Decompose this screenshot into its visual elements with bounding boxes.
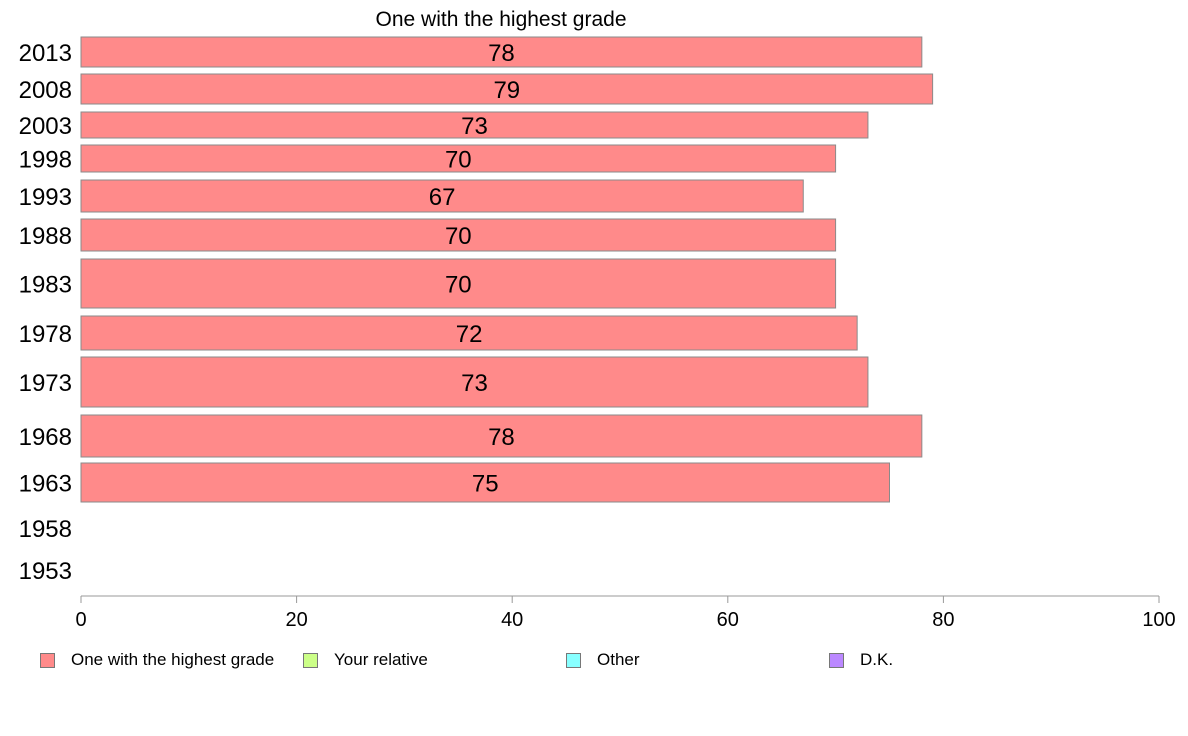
bar	[80, 111, 869, 139]
legend-item-3: Other	[566, 648, 640, 672]
bar-value-label: 72	[456, 321, 483, 348]
legend-label-1: One with the highest grade	[71, 650, 275, 669]
y-tick-label: 1963	[19, 471, 72, 498]
legend-label-3: Other	[597, 650, 640, 669]
bar-value-label: 70	[445, 147, 472, 174]
legend-label-2: Your relative	[334, 650, 428, 669]
bar	[80, 356, 869, 408]
y-tick-label: 2008	[19, 77, 72, 104]
legend-swatch-3	[566, 652, 581, 668]
bar	[80, 258, 837, 309]
bar-value-label: 79	[493, 77, 520, 104]
legend-item-2: Your relative	[303, 648, 428, 672]
legend-label-4: D.K.	[860, 650, 894, 669]
legend-item-4: D.K.	[829, 648, 893, 672]
y-tick-label: 2013	[19, 40, 72, 67]
y-tick-label: 1988	[19, 223, 72, 250]
bar	[80, 73, 934, 105]
bar-value-label: 78	[488, 424, 515, 451]
bar-value-label: 73	[461, 113, 488, 140]
y-tick-label: 1983	[19, 272, 72, 299]
bar-value-label: 70	[445, 223, 472, 250]
x-tick-label: 80	[932, 609, 954, 631]
x-tick-label: 0	[75, 609, 86, 631]
bar-value-label: 75	[472, 471, 499, 498]
y-tick-label: 1993	[19, 184, 72, 211]
x-tick-label: 40	[501, 609, 523, 631]
legend-swatch-4	[829, 652, 844, 668]
legend-swatch-1	[40, 652, 55, 668]
legend-item-1: One with the highest grade	[40, 648, 274, 672]
y-tick-label: 1968	[19, 424, 72, 451]
y-tick-label: 1978	[19, 321, 72, 348]
legend: One with the highest grade Your relative…	[0, 648, 1188, 672]
y-tick-label: 1998	[19, 147, 72, 174]
bar	[80, 218, 837, 252]
x-tick-label: 20	[285, 609, 307, 631]
y-tick-label: 1958	[19, 516, 72, 543]
bar-value-label: 67	[429, 184, 456, 211]
bar-value-label: 78	[488, 40, 515, 67]
y-tick-label: 1973	[19, 370, 72, 397]
bar	[80, 414, 923, 458]
legend-swatch-2	[303, 652, 318, 668]
bar	[80, 315, 858, 351]
y-tick-label: 2003	[19, 113, 72, 140]
bar-value-label: 73	[461, 370, 488, 397]
x-tick-label: 100	[1142, 609, 1175, 631]
bar	[80, 144, 837, 173]
bar-value-label: 70	[445, 272, 472, 299]
chart-title: One with the highest grade	[376, 8, 627, 31]
bar	[80, 179, 804, 213]
bar	[80, 462, 890, 503]
y-tick-label: 1953	[19, 558, 72, 585]
x-tick-label: 60	[717, 609, 739, 631]
bar	[80, 36, 923, 68]
x-axis: 0 20 40 60 80 100	[75, 595, 1176, 631]
y-axis-labels: 2013 2008 2003 1998 1993 1988 1983 1978 1973 1968…	[19, 40, 72, 585]
chart: One with the highest grade 7879737067707…	[19, 8, 1176, 631]
